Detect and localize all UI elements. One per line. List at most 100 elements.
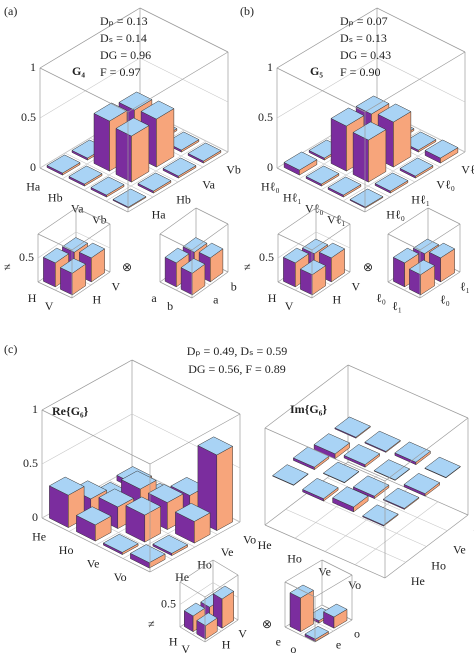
annotation: F = 0.97 <box>100 65 140 79</box>
box-edge <box>264 364 349 429</box>
col-label: ℓ₀ <box>440 293 450 307</box>
bar-face-top <box>125 496 162 516</box>
bar-face-top <box>115 117 150 137</box>
bar-face-left <box>289 592 301 633</box>
bar-face-top <box>282 247 310 264</box>
panel-label: (c) <box>4 342 17 356</box>
bar <box>399 157 434 179</box>
bar <box>129 544 166 569</box>
bar-face-top <box>180 258 206 274</box>
bar <box>334 416 371 439</box>
bar <box>304 626 330 642</box>
box-edge <box>427 207 461 225</box>
col-label: He <box>411 574 425 588</box>
bar-face-top <box>352 121 387 141</box>
box-edge <box>75 207 111 225</box>
bar-face-top <box>355 95 390 115</box>
bar <box>408 259 436 296</box>
chart-title: Im{G₆} <box>290 402 327 416</box>
col-label: Hℓ₁ <box>411 192 430 206</box>
bar <box>283 151 318 176</box>
bar-face-top <box>322 603 348 618</box>
box-edge <box>179 559 214 583</box>
grid-line <box>179 582 214 605</box>
box-edge <box>159 233 193 251</box>
box-edge <box>364 51 466 113</box>
row-label: H <box>28 291 37 305</box>
row-label: Hℓ₀ <box>261 180 280 194</box>
bar-face-top <box>152 534 189 554</box>
bar-face-top <box>327 176 362 196</box>
box-edge <box>314 574 353 598</box>
row-label: Ha <box>26 180 41 194</box>
box-edge <box>39 67 129 113</box>
operator: ≠ <box>244 260 251 274</box>
operator: ⊗ <box>262 617 272 631</box>
box-edge <box>127 51 229 113</box>
bar-face-top <box>137 172 172 192</box>
bar-face-top <box>164 247 190 264</box>
bar <box>364 430 401 453</box>
bar-face-top <box>272 464 309 486</box>
z-tick-label: 0.5 <box>258 110 273 124</box>
col-label: V <box>112 280 121 294</box>
operator: ⊗ <box>122 260 132 274</box>
col-label: o <box>354 626 360 640</box>
box-edge <box>204 574 239 598</box>
bar <box>46 154 81 176</box>
col-label: Vb <box>226 162 241 176</box>
annotation: DG = 0.56, F = 0.89 <box>188 362 286 376</box>
bar <box>174 503 211 544</box>
bar <box>352 121 387 183</box>
floor-grid <box>306 493 427 547</box>
box-edge <box>41 409 151 465</box>
row-label: o <box>290 642 296 656</box>
bar <box>196 612 218 640</box>
box-edge <box>276 7 378 69</box>
bar-face-top <box>48 476 85 496</box>
row-label: He <box>258 538 272 552</box>
grid-line <box>139 57 229 103</box>
bar <box>197 436 234 532</box>
grid-line <box>376 57 466 103</box>
bar-face-top <box>78 242 106 259</box>
bar <box>112 188 147 209</box>
box-edge <box>387 233 421 251</box>
bar <box>305 165 340 187</box>
bar-face-top <box>198 242 224 259</box>
bar-face-top <box>162 157 197 177</box>
col-label: ℓ₁ <box>460 280 470 294</box>
bar <box>302 478 339 502</box>
bar <box>394 441 431 466</box>
annotation: Dₚ = 0.49, Dₛ = 0.59 <box>187 344 287 358</box>
col-label: Hℓ₀ <box>386 207 405 221</box>
col-label: Vℓ₁ <box>461 162 474 176</box>
col-label: Ve <box>453 543 466 557</box>
row-label: Ho <box>59 543 74 557</box>
bar-face-top <box>98 488 135 508</box>
bar-face-top <box>330 107 365 127</box>
bar-face-top <box>392 247 420 264</box>
bar-face-top <box>187 142 222 162</box>
bar <box>115 117 150 183</box>
row-label: e <box>276 635 281 649</box>
z-tick-label: 0.5 <box>23 456 38 470</box>
box-edge <box>131 359 241 415</box>
bar-face-top <box>318 242 346 259</box>
bar-face-top <box>302 478 339 499</box>
bar-face-top <box>196 612 218 626</box>
col-label: Ve <box>221 545 234 559</box>
row-label: He <box>32 529 46 543</box>
row-label: Hb <box>48 191 63 205</box>
bar-face-top <box>46 154 81 174</box>
box-edge <box>376 7 466 53</box>
row-label: Vo <box>348 578 361 592</box>
bar-face-top <box>349 188 384 208</box>
bar <box>59 258 87 296</box>
col-label: H <box>333 293 342 307</box>
box-edge <box>284 559 323 583</box>
box-edge <box>71 223 111 251</box>
bar <box>373 459 411 481</box>
box-edge <box>37 233 73 251</box>
bar-face-top <box>174 503 211 522</box>
